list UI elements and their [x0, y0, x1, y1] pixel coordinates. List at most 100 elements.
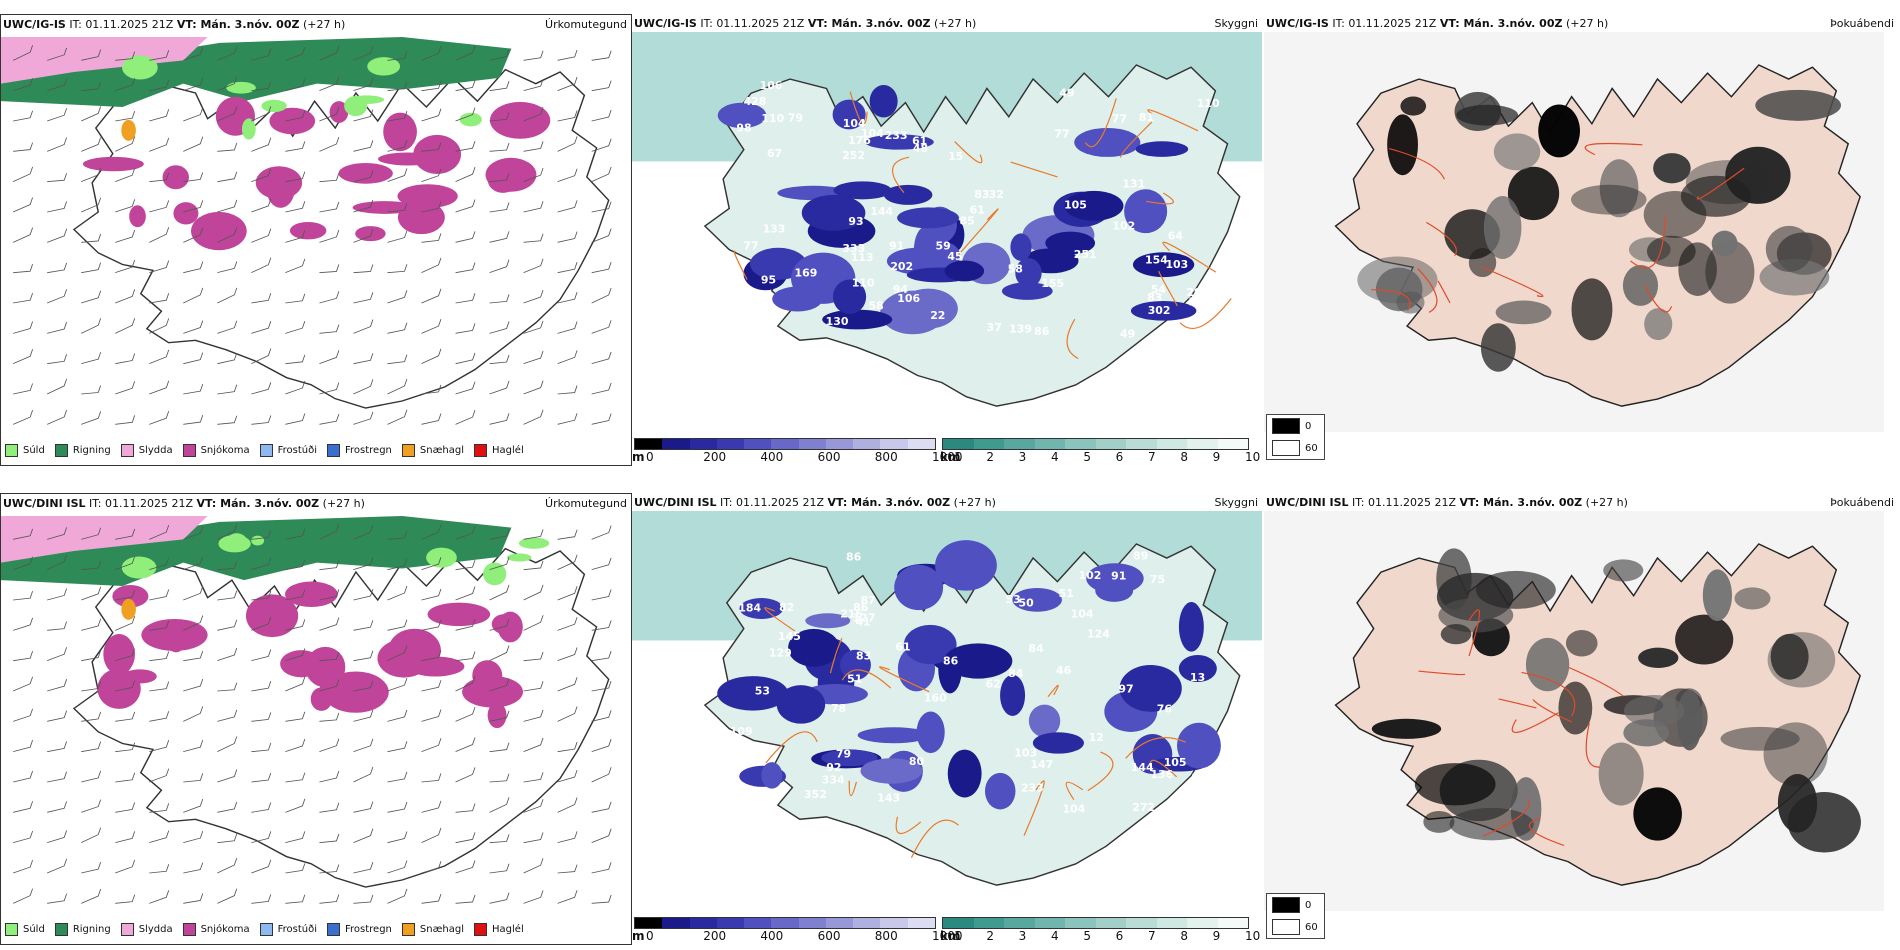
legend-swatch	[54, 923, 68, 936]
wind-barb	[591, 557, 612, 571]
wind-barb	[251, 81, 272, 92]
wind-barb	[319, 264, 340, 274]
wind-barb	[523, 320, 544, 334]
wind-barb	[251, 557, 272, 571]
road-line	[1010, 161, 1058, 178]
road-line	[1084, 98, 1117, 148]
wind-barb	[387, 409, 408, 425]
wind-barb	[149, 557, 170, 571]
wind-barb	[13, 528, 34, 540]
valid-time: VT: Mán. 3.nóv. 00Z	[827, 496, 951, 509]
wind-barb	[251, 106, 272, 122]
wind-barb	[47, 893, 68, 904]
wind-barb	[319, 617, 340, 631]
wind-barb	[387, 619, 408, 631]
low-visibility-area	[1178, 654, 1217, 683]
snow-patch	[173, 202, 199, 225]
fog-area	[1480, 323, 1516, 372]
wind-barb	[319, 589, 340, 601]
visibility-value-label: 49	[1120, 327, 1135, 340]
wind-barb	[455, 651, 476, 662]
wind-barb	[13, 830, 34, 844]
wind-barb	[421, 738, 442, 753]
wind-barb	[115, 680, 136, 692]
wind-barb	[523, 772, 544, 783]
wind-barb	[115, 51, 136, 61]
fog-index-panel: UWC/DINI ISL IT: 01.11.2025 21Z VT: Mán.…	[1264, 493, 1898, 943]
wind-barb	[12, 349, 34, 365]
panel-header: UWC/DINI ISL IT: 01.11.2025 21Z VT: Mán.…	[1266, 496, 1628, 509]
visibility-value-label: 302	[1148, 304, 1171, 317]
low-visibility-area	[1010, 233, 1032, 261]
wind-barb	[591, 382, 612, 395]
fog-area	[1603, 559, 1644, 582]
wind-barb	[183, 798, 204, 813]
road-line	[895, 816, 922, 834]
colorbar-tick: 5	[1083, 450, 1091, 464]
low-visibility-area	[832, 279, 867, 315]
wind-barb	[81, 262, 102, 274]
lead-time: (+27 h)	[1562, 17, 1609, 30]
wind-barb	[387, 140, 408, 152]
snow-patch	[322, 671, 389, 713]
colorbar-segment	[880, 918, 908, 928]
visibility-value-label: 103	[1014, 746, 1037, 759]
visibility-value-label: 97	[1118, 683, 1133, 696]
wind-barb	[421, 108, 442, 122]
wind-barb	[387, 354, 408, 365]
wind-barb	[251, 228, 272, 243]
wind-barb	[421, 709, 442, 722]
valid-time: VT: Mán. 3.nóv. 00Z	[196, 497, 320, 510]
legend-item: Snæhagl	[401, 923, 464, 936]
visibility-value-label: 49	[1059, 87, 1074, 100]
wind-barb	[523, 737, 544, 753]
wind-barb	[285, 648, 306, 662]
wind-barb	[591, 894, 612, 904]
wind-barb	[217, 76, 238, 92]
legend-swatch	[120, 923, 134, 936]
legend-item: Rigning	[54, 444, 111, 457]
wind-barb	[47, 858, 68, 874]
visibility-value-label: 86	[1034, 325, 1049, 338]
wind-barb	[455, 860, 476, 874]
low-visibility-area	[832, 99, 866, 130]
wind-barb	[557, 831, 578, 844]
road-line	[879, 666, 930, 693]
colorbar-tick: 1	[954, 929, 962, 943]
wind-barb	[13, 617, 34, 631]
wind-barb	[47, 78, 68, 92]
wind-barb	[285, 798, 306, 813]
wind-barb	[183, 740, 204, 753]
wind-barb	[455, 706, 476, 722]
wind-barb	[353, 264, 374, 274]
wind-barb	[353, 524, 374, 540]
wind-barb	[285, 559, 306, 571]
colorbar-tick: 1000	[932, 929, 963, 943]
wind-barb	[557, 413, 578, 425]
wind-barb	[523, 201, 544, 213]
visibility-value-label: 87	[860, 594, 875, 607]
precip-type-map	[1, 516, 612, 904]
valid-time: VT: Mán. 3.nóv. 00Z	[1459, 496, 1583, 509]
colorbar-visibility	[942, 917, 1249, 929]
wind-barb	[183, 830, 204, 844]
colorbar-tick: 600	[817, 450, 841, 464]
wind-barb	[591, 650, 612, 662]
low-visibility-area	[860, 758, 923, 784]
wind-barb	[81, 137, 102, 152]
wind-barb	[149, 349, 170, 365]
wind-barb	[421, 619, 442, 631]
wind-barb	[591, 828, 612, 844]
snow-patch	[289, 221, 327, 240]
colorbar-tick: 8	[1180, 929, 1188, 943]
colorbar-visibility-ticks: km 1 2 3 4 5 6 7 8 9 10	[940, 929, 1262, 943]
wind-barb	[523, 380, 544, 395]
fog-area	[1623, 694, 1685, 727]
road-line	[1521, 671, 1576, 717]
fog-area	[1676, 689, 1703, 751]
wind-barb	[285, 293, 306, 304]
visibility-value-label: 51	[1059, 587, 1074, 600]
colorbar-segment	[1126, 439, 1157, 449]
low-visibility-area	[1132, 252, 1195, 278]
wind-barb	[115, 415, 136, 425]
